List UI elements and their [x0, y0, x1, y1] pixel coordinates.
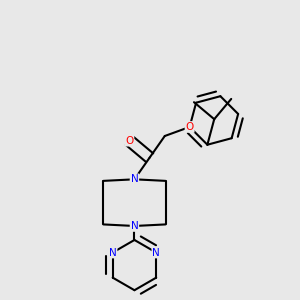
- Text: N: N: [130, 174, 138, 184]
- Text: O: O: [185, 122, 194, 132]
- Text: N: N: [152, 248, 160, 257]
- Text: N: N: [130, 221, 138, 231]
- Text: N: N: [109, 248, 117, 257]
- Text: O: O: [125, 136, 134, 146]
